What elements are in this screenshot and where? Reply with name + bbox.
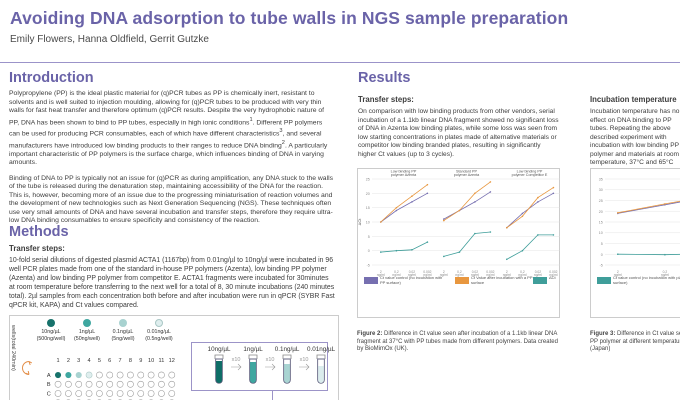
svg-text:ΔCt: ΔCt — [358, 218, 362, 226]
svg-text:10: 10 — [148, 358, 154, 364]
svg-text:2: 2 — [67, 358, 70, 364]
svg-text:0.1ng/µL: 0.1ng/µL — [275, 346, 300, 353]
svg-text:9: 9 — [139, 358, 142, 364]
svg-text:25: 25 — [366, 178, 370, 182]
svg-text:x10: x10 — [300, 357, 309, 363]
svg-text:0: 0 — [601, 253, 603, 257]
svg-text:15: 15 — [366, 206, 370, 210]
svg-text:A: A — [47, 373, 51, 379]
svg-text:polymer Azenta: polymer Azenta — [391, 173, 417, 177]
svg-text:4: 4 — [88, 358, 91, 364]
svg-text:0.01ng/µL: 0.01ng/µL — [307, 346, 336, 353]
svg-text:polymer Azenta: polymer Azenta — [454, 173, 480, 177]
svg-text:6: 6 — [108, 358, 111, 364]
svg-text:x10: x10 — [266, 357, 275, 363]
svg-text:5: 5 — [601, 242, 603, 246]
svg-text:x10: x10 — [232, 357, 241, 363]
svg-text:C: C — [47, 391, 51, 397]
svg-text:B: B — [47, 382, 51, 388]
svg-text:5: 5 — [98, 358, 101, 364]
svg-text:1: 1 — [56, 358, 59, 364]
svg-text:12: 12 — [169, 358, 175, 364]
svg-text:30: 30 — [599, 188, 603, 192]
svg-text:1ng/µL: 1ng/µL — [243, 346, 263, 353]
svg-text:20: 20 — [599, 210, 603, 214]
svg-text:polymer Competitor E: polymer Competitor E — [512, 173, 548, 177]
svg-text:10ng/µL: 10ng/µL — [208, 346, 231, 353]
svg-text:0: 0 — [368, 249, 370, 253]
svg-text:-5: -5 — [367, 264, 370, 268]
svg-text:8: 8 — [129, 358, 132, 364]
svg-text:5: 5 — [368, 235, 370, 239]
svg-text:11: 11 — [159, 358, 165, 364]
svg-text:25: 25 — [599, 199, 603, 203]
svg-text:-5: -5 — [600, 264, 603, 268]
svg-text:10: 10 — [599, 231, 603, 235]
svg-text:3: 3 — [77, 358, 80, 364]
svg-text:15: 15 — [599, 221, 603, 225]
svg-text:20: 20 — [366, 192, 370, 196]
svg-text:35: 35 — [599, 178, 603, 182]
svg-text:7: 7 — [119, 358, 122, 364]
svg-text:10: 10 — [366, 221, 370, 225]
